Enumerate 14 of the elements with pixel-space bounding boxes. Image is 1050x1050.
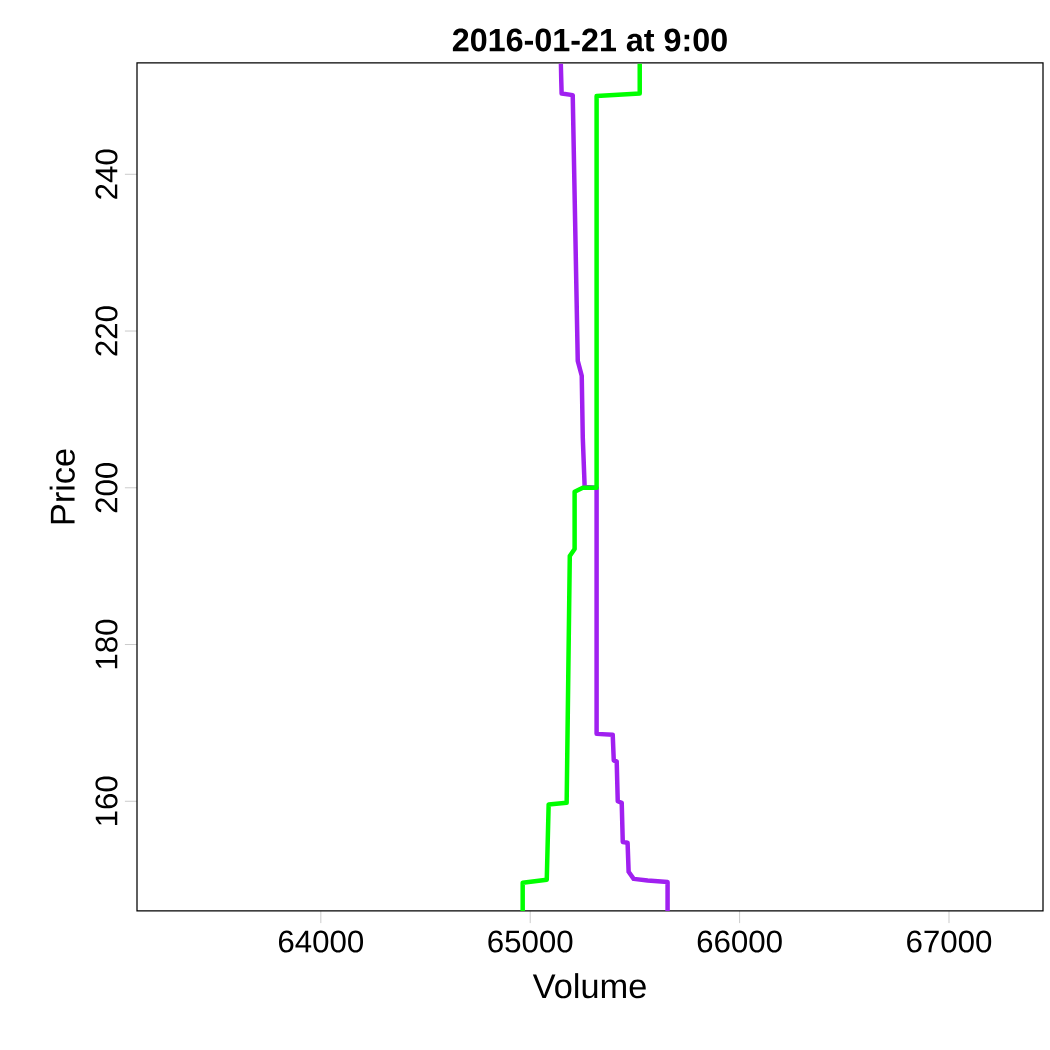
line-series bbox=[558, 63, 670, 911]
y-tick-label: 220 bbox=[95, 306, 118, 356]
y-tick-label: 200 bbox=[95, 462, 118, 513]
line-series bbox=[520, 63, 642, 911]
x-tick-label: 67000 bbox=[907, 930, 992, 953]
y-axis-title: Price bbox=[49, 449, 75, 524]
x-axis-title: Volume bbox=[532, 973, 646, 999]
chart-title: 2016-01-21 at 9:00 bbox=[452, 28, 727, 52]
y-tick-label: 160 bbox=[95, 776, 118, 825]
y-tick-label: 240 bbox=[95, 149, 118, 199]
x-tick-label: 66000 bbox=[697, 930, 782, 953]
x-tick-label: 65000 bbox=[488, 930, 573, 953]
y-tick-label: 180 bbox=[95, 619, 118, 669]
x-tick-label: 64000 bbox=[278, 930, 364, 953]
